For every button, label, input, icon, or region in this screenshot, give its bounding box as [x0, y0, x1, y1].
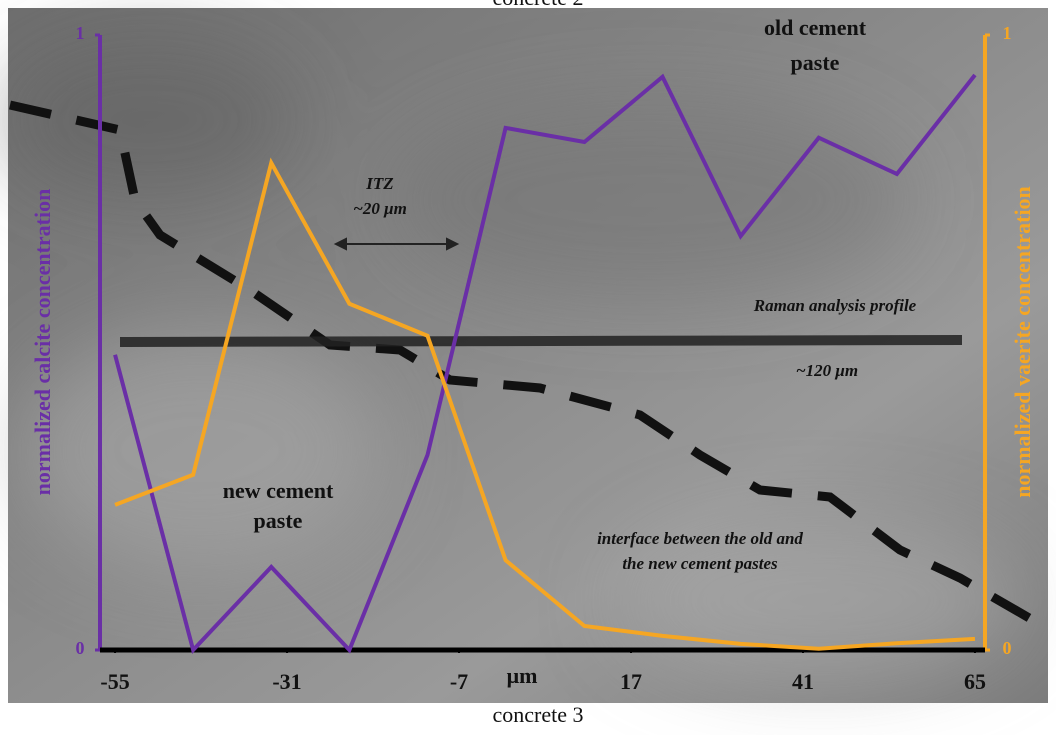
- x-tick-label: 41: [792, 669, 814, 694]
- y-tick-label: 0: [76, 638, 85, 658]
- itz-arrow: [333, 237, 460, 251]
- chart-caption: concrete 3: [493, 702, 584, 727]
- x-tick-label: -55: [100, 669, 129, 694]
- annotation: paste: [254, 508, 303, 533]
- interface-line: [9, 100, 1053, 634]
- y2-tick-label: 1: [1003, 23, 1012, 43]
- annotation: ~20 μm: [353, 199, 407, 218]
- annotation: ITZ: [365, 174, 393, 193]
- x-tick-label: 17: [620, 669, 642, 694]
- y-tick-label: 1: [76, 23, 85, 43]
- series-line: [113, 73, 977, 654]
- annotation: paste: [791, 50, 840, 75]
- x-tick-label: -31: [272, 669, 301, 694]
- y-axis-label: normalized calcite concentration: [30, 189, 55, 496]
- chart-title: concrete 2: [493, 0, 584, 10]
- annotation: new cement: [223, 478, 334, 503]
- annotation: Raman analysis profile: [753, 296, 917, 315]
- y2-tick-label: 0: [1003, 638, 1012, 658]
- x-tick-label: 65: [964, 669, 986, 694]
- annotation: the new cement pastes: [622, 554, 778, 573]
- x-tick-label: -7: [450, 669, 468, 694]
- annotation: old cement: [764, 15, 867, 40]
- raman-profile-line: [119, 335, 963, 347]
- series-line: [114, 157, 976, 651]
- annotation: interface between the old and: [597, 529, 803, 548]
- annotation: ~120 μm: [796, 361, 858, 380]
- y2-axis-label: normalized vaerite concentration: [1010, 186, 1035, 498]
- x-axis-label: μm: [507, 663, 538, 688]
